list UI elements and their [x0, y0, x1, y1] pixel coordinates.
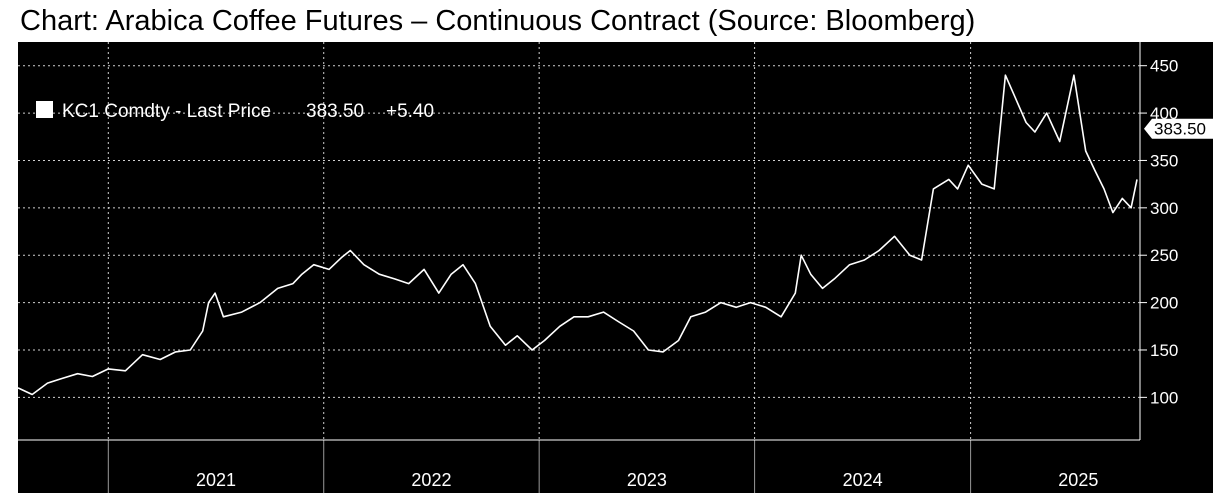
- price-tick-label: 450: [1150, 57, 1178, 76]
- price-tick-label: 200: [1150, 294, 1178, 313]
- price-tick-label: 350: [1150, 151, 1178, 170]
- time-axis: 2021 2022 2023 2024 2025: [18, 439, 1140, 493]
- price-tick-label: 100: [1150, 388, 1178, 407]
- grid-lines: [18, 42, 1140, 440]
- legend-label: KC1 Comdty - Last Price: [62, 101, 271, 122]
- legend-last-value: 383.50: [306, 101, 364, 122]
- price-tick-label: 300: [1150, 199, 1178, 218]
- price-tick-label: 250: [1150, 246, 1178, 265]
- last-price-tag-shape: [1144, 118, 1218, 139]
- price-tick-label: 150: [1150, 341, 1178, 360]
- legend-change: +5.40: [386, 101, 434, 122]
- price-axis: 100 150 200 250 300 350 400 450: [1139, 42, 1178, 440]
- year-label: 2024: [843, 470, 883, 490]
- year-label: 2025: [1058, 470, 1098, 490]
- page-title: Chart: Arabica Coffee Futures – Continuo…: [20, 5, 976, 37]
- price-tick-label: 400: [1150, 104, 1178, 123]
- year-label: 2022: [411, 470, 451, 490]
- chart-background: [18, 42, 1213, 493]
- last-price-tag: 383.50: [1144, 118, 1218, 139]
- price-line: [17, 74, 1138, 396]
- year-label: 2023: [627, 470, 667, 490]
- legend: KC1 Comdty - Last Price 383.50 +5.40: [36, 101, 434, 122]
- last-price-tag-label: 383.50: [1154, 120, 1206, 139]
- legend-swatch: [36, 101, 53, 118]
- year-label: 2021: [196, 470, 236, 490]
